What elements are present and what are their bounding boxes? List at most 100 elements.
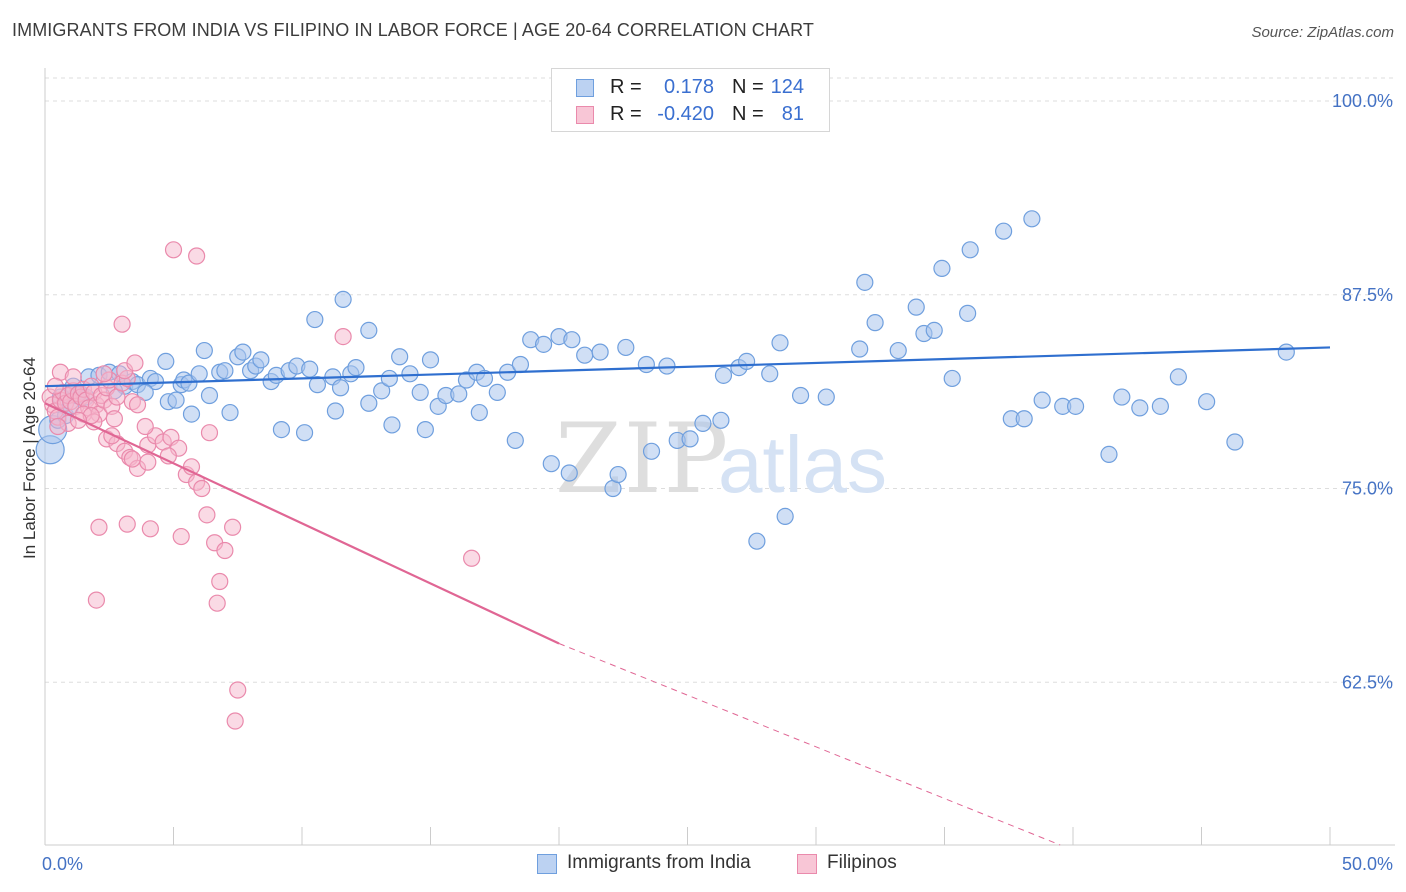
tick-labels: 62.5% 75.0% 87.5% 100.0% 0.0% 50.0%	[42, 91, 1393, 874]
india-point	[738, 352, 756, 370]
india-point	[933, 259, 951, 277]
india-point	[714, 366, 733, 384]
filipino-point	[172, 527, 190, 546]
legend-label: Filipinos	[827, 852, 897, 873]
y-axis-label: In Labor Force | Age 20-64	[20, 357, 39, 559]
filipino-point	[95, 365, 113, 383]
filipino-point	[193, 479, 211, 498]
india-point	[488, 383, 506, 401]
india-point	[360, 394, 378, 412]
india-point	[331, 379, 350, 397]
filipino-point	[229, 681, 247, 699]
india-point	[576, 346, 594, 364]
filipino-legend-swatch	[797, 854, 817, 874]
india-point	[347, 359, 365, 377]
india-point	[416, 421, 434, 439]
filipino-point	[200, 424, 219, 442]
filipino-point	[64, 368, 82, 386]
india-point	[401, 365, 419, 383]
india-point	[771, 334, 789, 352]
india-point	[542, 455, 560, 473]
filipino-point	[334, 328, 352, 346]
india-point	[182, 405, 201, 423]
filipino-point	[188, 247, 206, 265]
india-point	[856, 273, 874, 291]
india-point	[1226, 433, 1244, 451]
india-point	[609, 465, 627, 484]
filipino-point	[103, 427, 121, 445]
india-point	[136, 383, 154, 401]
stats-legend-box: R = 0.178 N = 124 R = -0.420 N = 81	[551, 68, 830, 132]
india-point	[1169, 368, 1187, 386]
india-point	[411, 383, 429, 401]
india-point	[190, 365, 208, 383]
india-point	[391, 348, 409, 366]
india-swatch	[576, 79, 594, 97]
india-point	[383, 416, 401, 434]
filipino-trend-line	[44, 402, 560, 645]
watermark-atlas: atlas	[718, 420, 887, 509]
india-point	[925, 321, 943, 339]
india-point	[1066, 397, 1085, 415]
filipino-point	[463, 549, 481, 567]
y-tick-label: 75.0%	[1342, 479, 1393, 499]
india-point	[658, 357, 676, 375]
filipino-point	[136, 417, 154, 436]
filipino-swatch	[576, 106, 594, 124]
india-point	[511, 355, 530, 374]
filipino-point	[141, 520, 159, 538]
india-point	[306, 310, 324, 329]
filipino-point	[211, 572, 229, 591]
filipino-point	[49, 417, 67, 436]
india-point	[470, 403, 488, 422]
x-tick-label: 50.0%	[1342, 854, 1393, 874]
n-label: N =	[732, 76, 764, 98]
filipino-point	[208, 594, 226, 612]
india-point	[563, 331, 581, 349]
x-tick-label: 0.0%	[42, 854, 83, 874]
filipino-point	[118, 515, 136, 533]
india-point	[1151, 397, 1169, 415]
india-legend-swatch	[537, 854, 557, 874]
india-point	[791, 386, 810, 405]
india-point	[995, 222, 1013, 240]
filipino-point	[216, 541, 234, 560]
india-point	[295, 424, 314, 442]
india-point	[1015, 410, 1033, 428]
india-point	[1023, 210, 1041, 228]
r-label: R =	[610, 103, 642, 125]
filipino-point	[126, 354, 144, 372]
filipino-point	[164, 241, 183, 259]
india-point	[167, 391, 185, 409]
india-point	[373, 382, 391, 400]
india-point	[272, 421, 291, 439]
india-point	[534, 335, 553, 353]
india-point	[761, 365, 779, 383]
india-point	[380, 369, 398, 388]
india-point	[200, 386, 219, 405]
india-point	[221, 403, 239, 422]
india-point	[560, 464, 578, 482]
india-point	[506, 431, 524, 450]
india-point	[157, 352, 175, 370]
chart-title: IMMIGRANTS FROM INDIA VS FILIPINO IN LAB…	[12, 20, 814, 40]
filipino-point	[113, 315, 131, 333]
legend-label: Immigrants from India	[567, 852, 751, 873]
y-tick-label: 62.5%	[1342, 672, 1393, 692]
india-point	[252, 351, 270, 369]
india-point	[681, 430, 699, 448]
india-point	[943, 369, 961, 388]
r-value: -0.420	[657, 103, 714, 125]
n-value: 81	[781, 103, 804, 125]
india-point	[1100, 445, 1118, 463]
india-point	[301, 360, 319, 378]
india-point	[959, 304, 977, 322]
source-credit: Source: ZipAtlas.com	[1251, 24, 1394, 41]
n-label: N =	[732, 103, 764, 125]
filipino-point	[198, 506, 216, 524]
india-point	[475, 369, 494, 388]
india-point	[961, 241, 979, 259]
india-trend-line	[44, 346, 1331, 388]
n-value: 124	[770, 76, 804, 98]
